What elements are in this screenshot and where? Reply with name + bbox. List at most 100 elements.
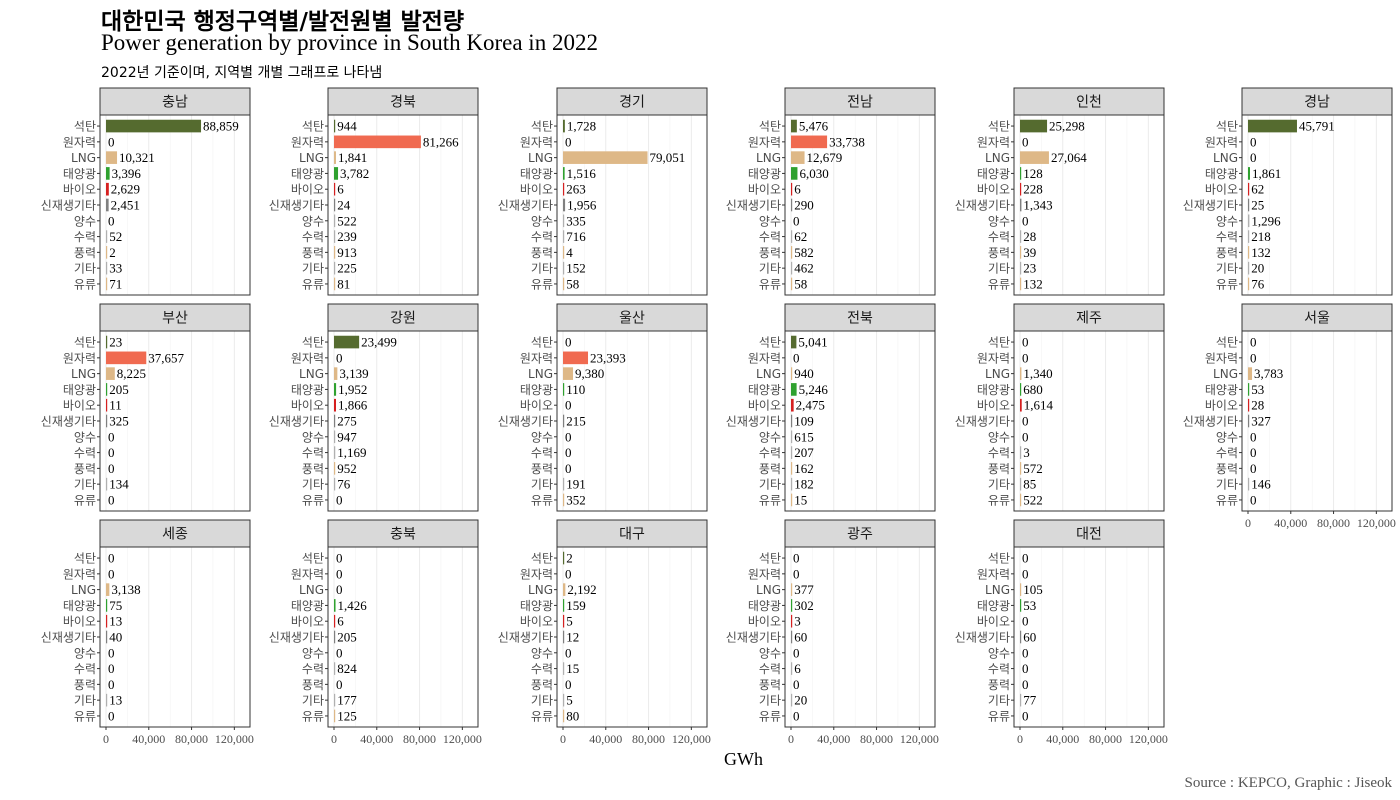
y-tick-label: 유류: [988, 277, 1010, 291]
y-tick-label: LNG: [985, 583, 1010, 597]
data-label: 522: [1023, 492, 1042, 507]
x-tick-label: 40,000: [1046, 732, 1079, 746]
panel-제주: 제주 0 석탄 0 원자력 1,340 LNG 680 태양광 1,614 바이오 0 신재생기타 0 양수…: [955, 303, 1165, 512]
panel-border: [327, 114, 479, 296]
data-label: 27,064: [1051, 150, 1087, 165]
bar-태양광: [1248, 167, 1250, 180]
data-label: 0: [793, 645, 800, 660]
bar-신재생기타: [791, 198, 793, 212]
data-label: 944: [337, 119, 357, 134]
data-label: 134: [109, 477, 129, 492]
y-tick-label: 양수: [759, 430, 781, 444]
data-label: 1,296: [1251, 213, 1281, 228]
y-tick-label: 바이오: [748, 615, 781, 629]
y-tick-label: 원자력: [977, 351, 1010, 365]
data-label: 0: [1022, 645, 1029, 660]
y-tick-label: 신재생기타: [41, 199, 96, 213]
panel-strip: [99, 519, 251, 548]
bar-태양광: [563, 383, 565, 396]
y-tick-label: 풍력: [759, 246, 781, 260]
data-label: 3,782: [340, 166, 369, 181]
data-label: 146: [1251, 477, 1271, 492]
bar-바이오: [563, 182, 565, 196]
y-tick-label: 태양광: [63, 167, 96, 181]
bar-LNG: [334, 367, 338, 380]
y-tick-label: 바이오: [291, 399, 324, 413]
bar-LNG: [563, 583, 566, 596]
data-label: 0: [1250, 134, 1257, 149]
panel-strip: [784, 519, 936, 548]
bar-풍력: [791, 246, 793, 259]
y-tick-label: 신재생기타: [726, 199, 781, 213]
data-label: 0: [336, 350, 343, 365]
data-label: 1,841: [338, 150, 367, 165]
y-tick-label: 원자력: [977, 567, 1010, 581]
bar-유류: [1020, 493, 1022, 507]
data-label: 0: [336, 677, 343, 692]
data-label: 1,340: [1023, 366, 1052, 381]
data-label: 75: [109, 598, 122, 613]
data-label: 60: [794, 630, 807, 645]
plot-area: [1242, 331, 1392, 511]
data-label: 0: [336, 551, 343, 566]
x-tick-label: 40,000: [1274, 516, 1307, 530]
panel-title: 경기: [619, 95, 645, 111]
y-tick-label: 양수: [302, 646, 324, 660]
y-tick-label: 원자력: [63, 135, 96, 149]
data-label: 3,139: [339, 366, 368, 381]
plot-area: [100, 115, 250, 295]
y-tick-label: 풍력: [531, 246, 553, 260]
data-label: 6: [794, 661, 801, 676]
data-label: 23,499: [361, 335, 397, 350]
bar-바이오: [791, 182, 793, 196]
y-tick-label: 원자력: [1205, 351, 1238, 365]
y-tick-label: 바이오: [63, 615, 96, 629]
y-tick-label: 기타: [302, 478, 324, 492]
data-label: 62: [794, 229, 807, 244]
y-tick-label: 풍력: [531, 462, 553, 476]
x-tick-label: 40,000: [589, 732, 622, 746]
data-label: 0: [1250, 335, 1257, 350]
y-tick-label: 신재생기타: [1183, 199, 1238, 213]
y-tick-label: LNG: [71, 367, 96, 381]
data-label: 572: [1023, 461, 1042, 476]
bar-기타: [106, 693, 108, 707]
data-label: 15: [794, 492, 807, 507]
x-tick-label: 120,000: [215, 732, 254, 746]
bar-기타: [334, 693, 336, 707]
y-tick-label: 유류: [531, 277, 553, 291]
bar-수력: [334, 230, 336, 243]
data-label: 824: [337, 661, 357, 676]
data-label: 9,380: [575, 366, 604, 381]
y-tick-label: LNG: [756, 583, 781, 597]
y-tick-label: 바이오: [291, 615, 324, 629]
panel-대구: 대구 2 석탄 0 원자력 2,192 LNG 159 태양광 5 바이오 12 신재생기타 0 양수 15 수…: [498, 519, 711, 746]
data-label: 39: [1023, 245, 1036, 260]
bar-수력: [334, 662, 336, 675]
bar-유류: [563, 277, 565, 291]
data-label: 11: [109, 398, 122, 413]
panel-title: 제주: [1076, 311, 1102, 327]
bar-태양광: [334, 383, 337, 396]
y-tick-label: 원자력: [291, 567, 324, 581]
data-label: 3,138: [111, 582, 140, 597]
data-label: 327: [1251, 414, 1271, 429]
bar-석탄: [563, 119, 565, 133]
bar-LNG: [1020, 151, 1049, 164]
bar-LNG: [563, 151, 648, 164]
x-tick-label: 80,000: [860, 732, 893, 746]
bar-수력: [563, 662, 565, 675]
data-label: 40: [109, 630, 122, 645]
data-label: 152: [566, 261, 586, 276]
bar-유류: [791, 277, 793, 291]
panel-border: [99, 114, 251, 296]
x-tick-label: 120,000: [1129, 732, 1168, 746]
y-tick-label: 태양광: [748, 599, 781, 613]
data-label: 239: [337, 229, 357, 244]
y-tick-label: LNG: [756, 151, 781, 165]
bar-LNG: [791, 583, 793, 596]
y-tick-label: 양수: [302, 214, 324, 228]
data-label: 24: [337, 198, 351, 213]
bar-바이오: [1020, 398, 1022, 412]
data-label: 23: [109, 335, 122, 350]
